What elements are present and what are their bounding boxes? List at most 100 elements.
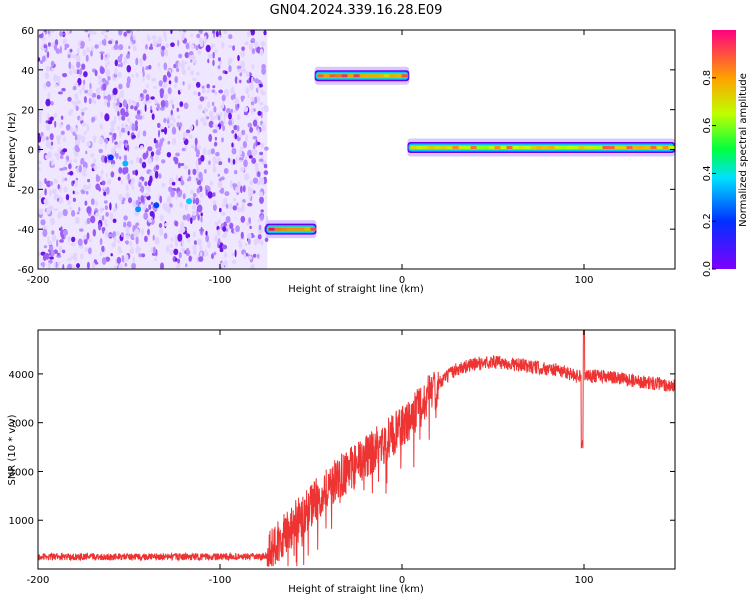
noise-blob (193, 90, 198, 96)
noise-blob (111, 163, 114, 168)
noise-blob (154, 257, 157, 262)
noise-blob (110, 126, 115, 133)
noise-blob (178, 30, 182, 33)
noise-blob (49, 133, 54, 141)
noise-blob (185, 145, 187, 152)
noise-blob (249, 180, 253, 186)
noise-blob (196, 204, 202, 212)
noise-blob (233, 197, 237, 202)
snr-axes: -200 -100 0 100 1000 2000 3000 4000 (9, 330, 675, 586)
noise-blob (249, 225, 252, 230)
noise-blob (161, 129, 165, 133)
noise-blob (84, 89, 89, 94)
noise-blob (104, 142, 107, 150)
noise-blob (95, 87, 101, 95)
noise-blob (135, 222, 140, 226)
noise-blob (217, 238, 221, 246)
noise-blob (215, 151, 220, 157)
noise-blob (167, 87, 172, 95)
noise-blob (192, 59, 198, 64)
noise-blob (261, 107, 264, 111)
noise-blob (61, 249, 66, 254)
noise-blob (148, 204, 152, 211)
snr-plot-area (38, 330, 675, 569)
noise-blob (105, 211, 109, 217)
noise-blob (84, 107, 88, 111)
noise-blob (93, 99, 97, 104)
noise-blob (87, 88, 93, 97)
noise-blob (222, 125, 226, 132)
noise-blob (219, 207, 222, 213)
noise-blob (234, 76, 238, 84)
noise-blob (98, 187, 101, 192)
noise-blob (186, 178, 191, 182)
signal-core (530, 146, 537, 149)
noise-blob (245, 87, 249, 95)
noise-blob (48, 146, 54, 150)
noise-blob (213, 106, 217, 113)
noise-blob (118, 30, 123, 36)
noise-blob (127, 144, 130, 152)
noise-blob (131, 185, 134, 191)
noise-blob (181, 59, 184, 67)
noise-hotspot (186, 198, 193, 205)
colorbar-gradient (712, 30, 736, 269)
noise-blob (197, 238, 202, 247)
noise-blob (243, 111, 249, 116)
noise-blob (45, 124, 51, 131)
noise-blob (243, 159, 248, 168)
noise-blob (71, 264, 76, 269)
noise-blob (214, 91, 218, 96)
noise-blob (79, 68, 83, 75)
noise-blob (212, 192, 216, 197)
noise-blob (87, 33, 90, 38)
noise-blob (102, 38, 107, 46)
noise-blob (43, 30, 47, 33)
noise-blob (53, 152, 59, 157)
noise-blob (240, 146, 244, 150)
noise-blob (211, 43, 216, 48)
noise-blob (175, 257, 178, 262)
noise-blob (244, 242, 248, 247)
noise-blob (100, 111, 103, 119)
noise-blob (112, 132, 117, 138)
noise-blob (216, 126, 220, 130)
signal-core (614, 146, 621, 149)
noise-blob (202, 147, 207, 156)
noise-blob (184, 203, 188, 211)
noise-blob (190, 189, 194, 195)
noise-blob (183, 102, 189, 110)
noise-blob (116, 126, 121, 130)
noise-blob (85, 54, 89, 62)
noise-blob (109, 132, 113, 136)
noise-blob (58, 246, 63, 253)
noise-blob (123, 60, 126, 66)
noise-blob (110, 253, 113, 257)
noise-blob (112, 101, 116, 109)
noise-blob (64, 177, 68, 181)
noise-blob (49, 189, 52, 197)
noise-blob (251, 76, 254, 85)
noise-blob (103, 186, 106, 191)
noise-blob (49, 256, 54, 260)
noise-blob (160, 262, 164, 269)
signal-core (500, 146, 507, 149)
noise-blob (117, 239, 121, 244)
noise-blob (104, 34, 108, 40)
noise-blob (250, 30, 255, 36)
noise-blob (47, 120, 53, 125)
noise-blob (59, 154, 64, 160)
noise-blob (102, 83, 107, 90)
signal-core (476, 146, 483, 149)
noise-blob (159, 195, 162, 204)
noise-blob (177, 233, 183, 242)
signal-core (310, 227, 317, 231)
signal-core (347, 74, 354, 78)
noise-blob (213, 251, 217, 256)
noise-blob (131, 262, 136, 269)
noise-blob (202, 121, 207, 127)
noise-blob (263, 163, 268, 169)
noise-blob (158, 173, 162, 179)
noise-blob (121, 255, 125, 263)
noise-blob (118, 140, 121, 149)
